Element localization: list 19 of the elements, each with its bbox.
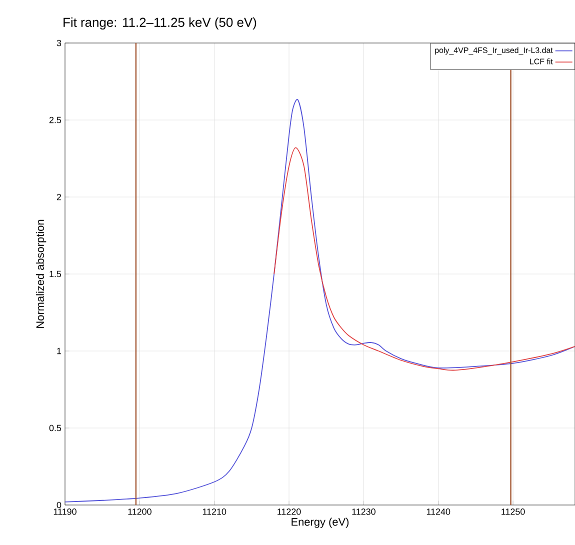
x-tick-label: 11250 — [502, 508, 525, 515]
y-tick-label: 2.5 — [49, 116, 62, 124]
y-tick-label: 0 — [56, 502, 62, 508]
chart-title: Fit range: 11.2–11.25 keV (50 eV) — [64, 17, 256, 30]
y-tick-label: 3 — [56, 40, 62, 46]
y-tick-label: 0.5 — [49, 424, 62, 432]
x-tick-label: 11230 — [352, 508, 376, 515]
line-series — [65, 100, 575, 502]
x-tick-label: 11200 — [128, 508, 152, 515]
x-tick-label: 11220 — [278, 508, 301, 515]
y-tick-label: 1 — [57, 348, 62, 354]
x-tick-label: 11190 — [54, 508, 76, 515]
x-axis-title: Energy (eV) — [292, 518, 349, 528]
x-tick-label: 11240 — [426, 508, 450, 515]
y-tick-label: 2 — [56, 194, 62, 200]
y-tick-label: 1.5 — [50, 270, 62, 278]
y-axis-title: Normalized absorption — [36, 220, 46, 328]
x-tick-label: 11210 — [202, 508, 226, 515]
line-series — [274, 147, 575, 371]
